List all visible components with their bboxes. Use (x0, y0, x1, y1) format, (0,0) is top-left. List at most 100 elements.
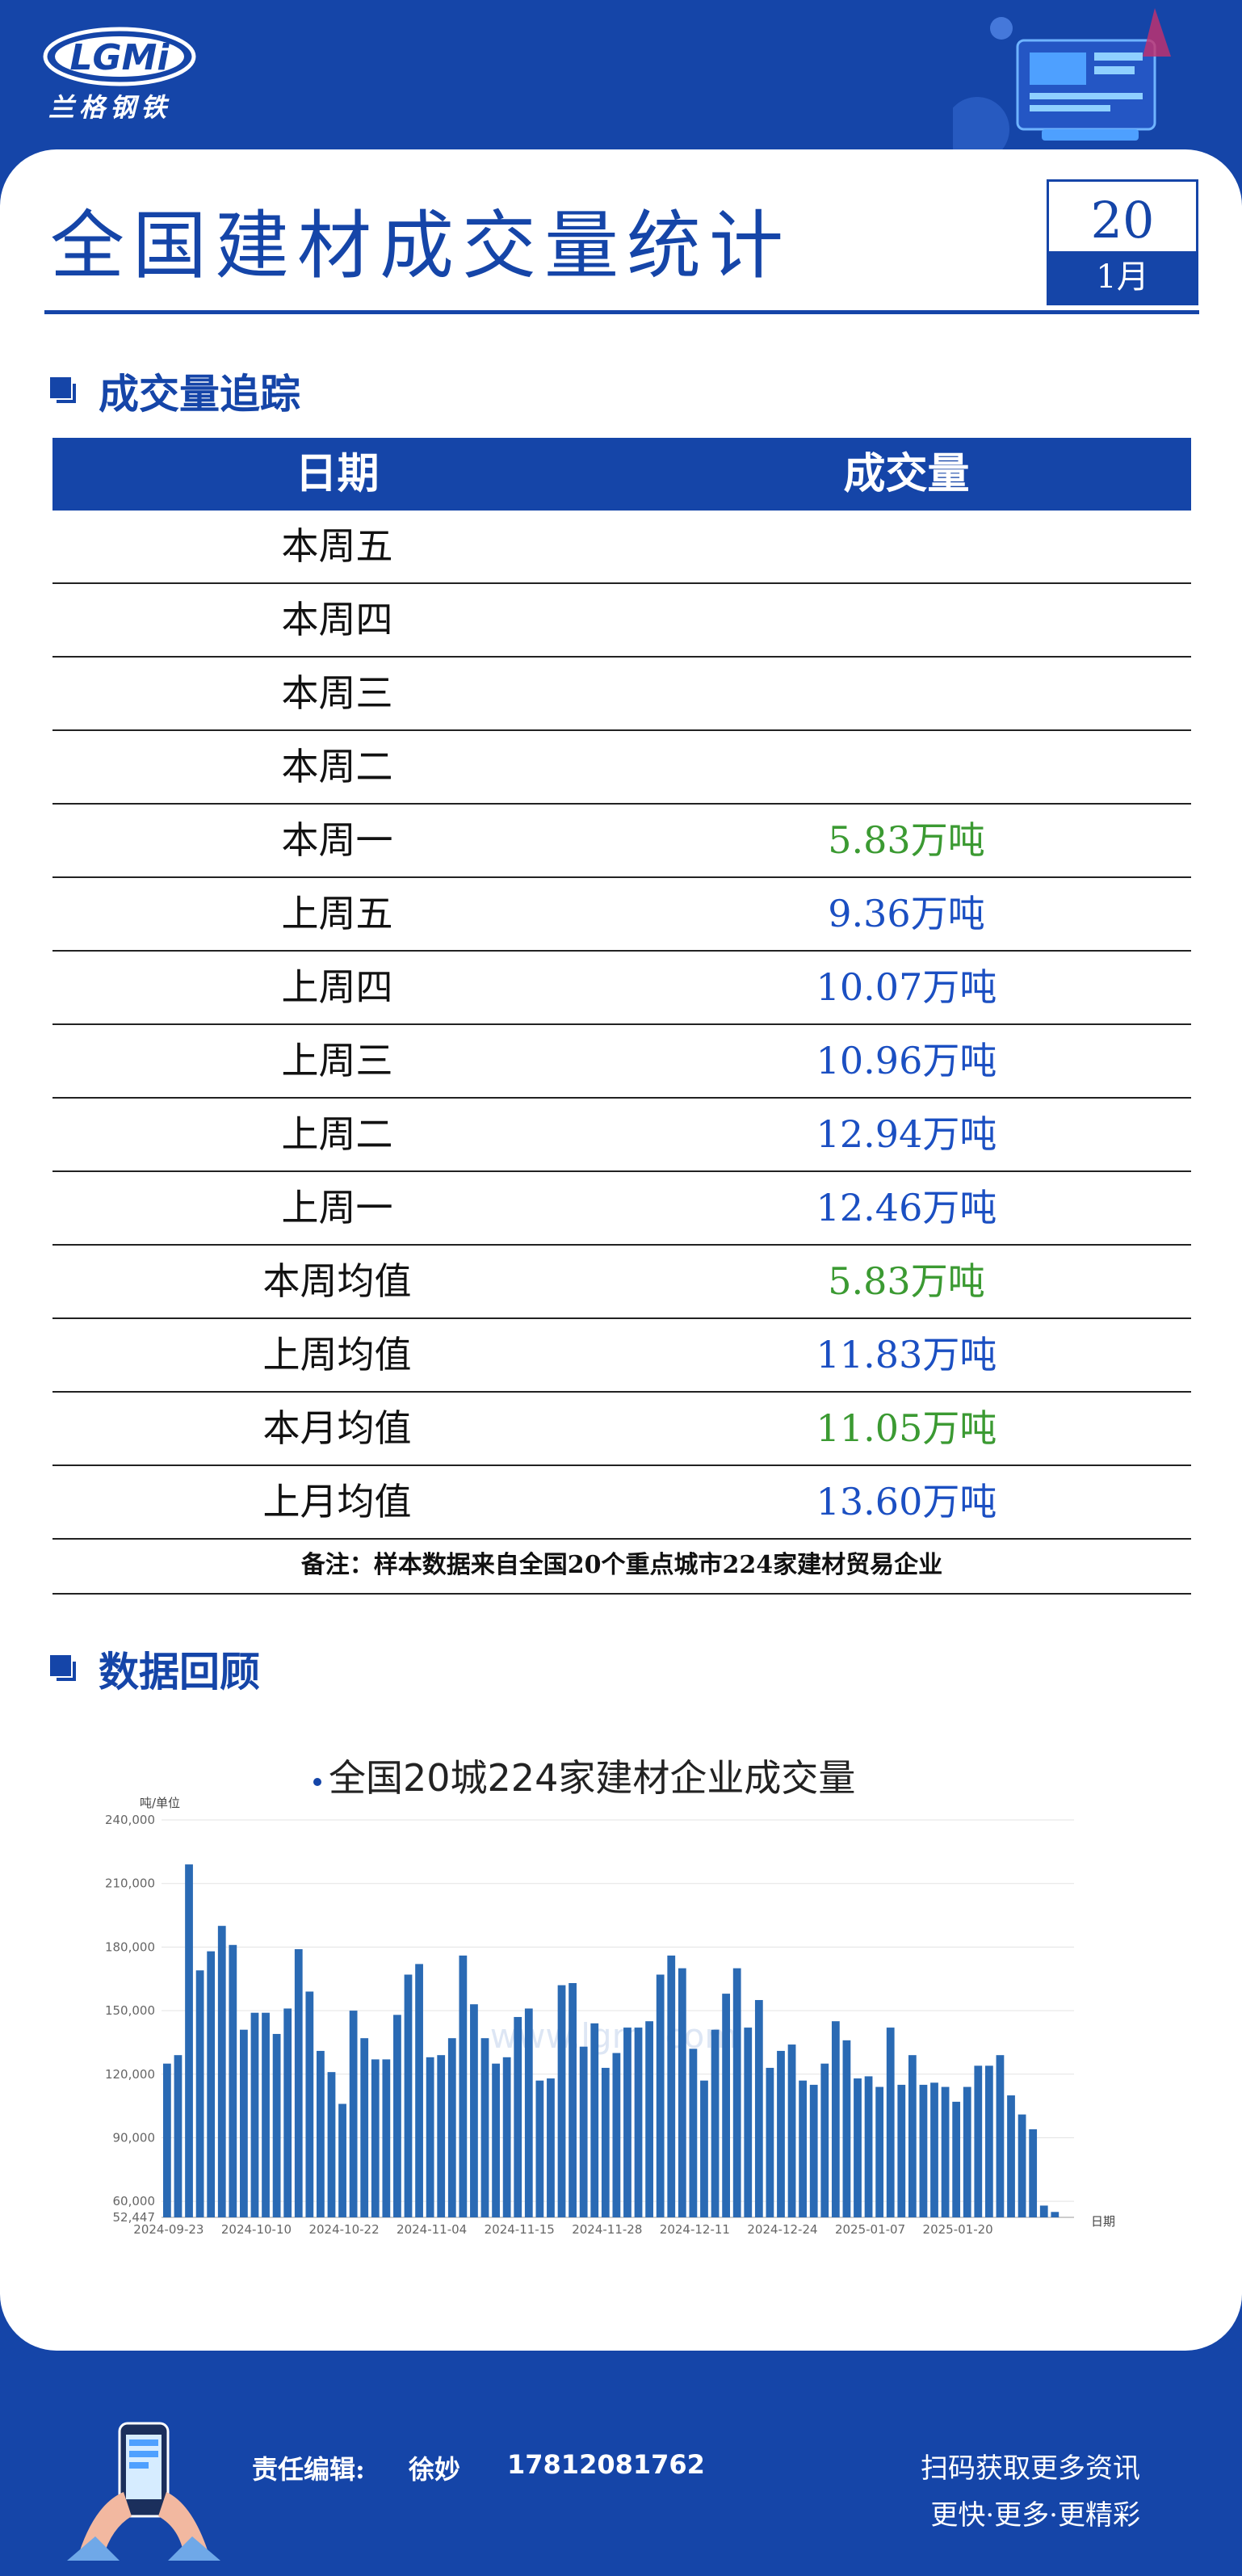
row-date-cell: 本周二 (281, 745, 393, 788)
chart-bar (426, 2057, 434, 2217)
title-divider (44, 310, 1199, 314)
chart-bar (864, 2076, 873, 2217)
table-row: 本周二 (52, 731, 1191, 805)
row-volume-cell (622, 511, 1191, 582)
chart-bar (623, 2028, 631, 2217)
row-volume-cell: 10.96万吨 (816, 1039, 997, 1082)
chart-bar (886, 2028, 895, 2217)
chart-bar (415, 1964, 423, 2217)
row-date-cell: 本周一 (281, 818, 393, 862)
table-row: 本周五 (52, 511, 1191, 584)
y-tick-label: 52,447 (113, 2210, 156, 2225)
square-bullet-icon (50, 377, 78, 405)
chart-bar (317, 2050, 325, 2217)
chart-bar (393, 2015, 401, 2217)
table-row: 本周均值 5.83万吨 (52, 1246, 1191, 1319)
volume-bar-chart: 全国20城224家建材企业成交量 吨/单位 日期 www.lgmi.com 24… (105, 1756, 1114, 2237)
page-title: 全国建材成交量统计 (50, 203, 792, 289)
x-tick-label: 2025-01-20 (923, 2222, 993, 2237)
chart-bar (229, 1944, 237, 2217)
chart-bar (185, 1864, 193, 2217)
table-row: 本周一 5.83万吨 (52, 805, 1191, 878)
chart-bar (963, 2086, 971, 2217)
row-date-cell: 上周二 (281, 1112, 393, 1156)
chart-bar (569, 1982, 577, 2217)
chart-bar (842, 2040, 851, 2217)
row-volume-cell (622, 658, 1191, 729)
row-volume-cell: 10.07万吨 (816, 965, 997, 1009)
chart-bar (974, 2065, 983, 2217)
row-volume-cell (622, 731, 1191, 803)
chart-bar (502, 2057, 511, 2217)
table-body: 本周五 本周四 本周三 本周二 本周一 5.83万吨 上周五 9.36万吨 上周四 10.07万吨… (52, 511, 1191, 1540)
chart-bar (262, 2012, 270, 2217)
row-date-cell: 本周五 (281, 524, 393, 568)
chart-bar (579, 2046, 588, 2217)
chart-bar (732, 1968, 741, 2217)
row-volume-cell: 12.94万吨 (816, 1112, 997, 1156)
chart-bar (787, 2044, 796, 2217)
chart-bar (240, 2029, 248, 2217)
row-date-cell: 本月均值 (262, 1406, 412, 1450)
editor-label: 责任编辑: (252, 2454, 365, 2485)
chart-bar (524, 2008, 533, 2217)
chart-bar (744, 2028, 753, 2217)
chart-bar (459, 1955, 468, 2217)
row-volume-cell: 5.83万吨 (828, 818, 985, 862)
chart-bar (667, 1955, 676, 2217)
chart-bar (447, 2038, 456, 2217)
section-heading-review: 数据回顾 (50, 1640, 260, 1698)
logo-text: LGMi (69, 37, 170, 78)
chart-title: 全国20城224家建材企业成交量 (329, 1756, 855, 1800)
chart-bar (250, 2012, 259, 2217)
chart-bar (919, 2084, 928, 2217)
chart-bar (689, 2049, 698, 2217)
chart-bar (535, 2080, 544, 2217)
chart-bar (283, 2008, 292, 2217)
chart-bar (908, 2055, 917, 2217)
table-note: 备注：样本数据来自全国20个重点城市224家建材贸易企业 (52, 1540, 1191, 1595)
row-volume-cell: 11.83万吨 (816, 1333, 997, 1376)
chart-bar (711, 2029, 720, 2217)
chart-bar (217, 1926, 226, 2217)
table-row: 上周三 10.96万吨 (52, 1025, 1191, 1099)
editor-phone: 17812081762 (507, 2449, 705, 2480)
row-date-cell: 上周四 (281, 965, 393, 1009)
chart-bar (854, 2078, 862, 2217)
chart-bar (327, 2072, 336, 2217)
chart-bar (360, 2038, 369, 2217)
logo-chinese-name: 兰格钢铁 (48, 92, 172, 123)
slogan-scan: 扫码获取更多资讯 (921, 2452, 1140, 2485)
x-tick-label: 2024-10-10 (221, 2222, 292, 2237)
row-volume-cell: 13.60万吨 (816, 1480, 997, 1523)
table-row: 上周五 9.36万吨 (52, 878, 1191, 952)
section-title: 成交量追踪 (99, 370, 300, 418)
chart-bar (492, 2063, 500, 2217)
chart-bar (195, 1970, 204, 2217)
x-tick-label: 2024-11-04 (397, 2222, 467, 2237)
row-volume-cell: 5.83万吨 (828, 1259, 985, 1303)
chart-bar (557, 1985, 566, 2217)
column-header-date: 日期 (295, 449, 380, 498)
y-tick-label: 60,000 (113, 2194, 156, 2208)
chart-bar (514, 2016, 522, 2217)
chart-bar (1051, 2212, 1059, 2217)
chart-bar (382, 2059, 391, 2217)
table-row: 本周三 (52, 658, 1191, 731)
chart-bar (897, 2084, 906, 2217)
title-dot-icon (313, 1778, 321, 1786)
square-bullet-icon (50, 1655, 78, 1683)
slogan-tagline: 更快·更多·更精彩 (930, 2499, 1140, 2532)
table-row: 本周四 (52, 584, 1191, 658)
chart-bar (754, 1999, 763, 2217)
chart-bar (547, 2078, 555, 2217)
table-row: 上周一 12.46万吨 (52, 1172, 1191, 1246)
chart-bar (766, 2067, 774, 2217)
chart-bar (984, 2065, 993, 2217)
table-row: 上周均值 11.83万吨 (52, 1319, 1191, 1393)
chart-bar (601, 2067, 610, 2217)
table-header: 日期 成交量 (52, 438, 1191, 511)
chart-bar (930, 2082, 938, 2217)
x-tick-label: 2024-12-24 (747, 2222, 817, 2237)
chart-bar (294, 1949, 303, 2217)
